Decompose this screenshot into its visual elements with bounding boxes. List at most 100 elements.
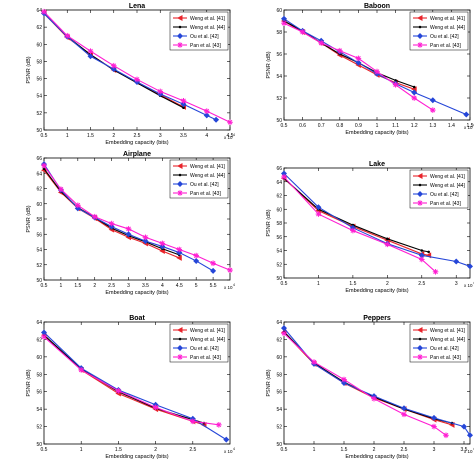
panel-peppers-x-tick-label: 3 — [433, 447, 436, 453]
panel-lena-legend-entry-ou-et-al-42-marker — [177, 33, 183, 39]
panel-airplane-series-pan-et-al-43-point-stroke — [227, 267, 233, 273]
panel-airplane-legend-entry-ou-et-al-42-label: Ou et al. [42] — [190, 182, 219, 188]
panel-lake-legend-entry-weng-et-al-44-marker — [418, 183, 422, 187]
panel-airplane-x-tick-label: 4.5 — [176, 283, 183, 289]
panel-boat-y-tick-label: 54 — [36, 407, 42, 413]
panel-lena-series-pan-et-al-43-point-stroke — [134, 77, 140, 82]
panel-boat-legend-entry-pan-et-al-43-label: Pan et al. [43] — [190, 355, 221, 361]
panel-lake-y-tick-label: 58 — [276, 221, 282, 227]
panel-airplane-x-tick-label: 3.5 — [142, 283, 149, 289]
panel-lake-legend-entry-weng-et-al-41-label: Weng et al. [41] — [430, 174, 466, 180]
panel-lena-x-tick-label: 2 — [112, 133, 115, 139]
panel-lena-y-tick-label: 56 — [36, 77, 42, 83]
panel-lake-y-tick-label: 66 — [276, 166, 282, 172]
panel-peppers-legend-entry-pan-et-al-43-label: Pan et al. [43] — [430, 355, 461, 361]
panel-airplane-series-pan-et-al-43-point — [193, 252, 199, 259]
panel-baboon-x-tick-label: 1.4 — [448, 123, 455, 129]
panel-airplane-series-pan-et-al-43-point — [91, 213, 98, 220]
panel-lena-y-tick-label: 58 — [36, 59, 42, 65]
panel-baboon-series-pan-et-al-43 — [281, 20, 436, 113]
panel-lena-series-pan-et-al-43-point-stroke — [111, 63, 117, 69]
panel-lena-x-tick-label: 4 — [205, 133, 208, 139]
panel-lake-series-ou-et-al-42-point — [453, 258, 460, 265]
panel-lake-y-tick-label: 56 — [276, 235, 282, 241]
panel-peppers-legend-entry-weng-et-al-44-marker — [418, 337, 422, 341]
panel-airplane-y-tick-label: 54 — [36, 248, 42, 254]
panel-boat-y-tick-label: 64 — [36, 320, 42, 326]
panel-airplane-series-pan-et-al-43-point — [210, 260, 216, 267]
panel-boat-legend-entry-ou-et-al-42-label: Ou et al. [42] — [190, 346, 219, 352]
panel-airplane-y-tick-label: 62 — [36, 187, 42, 193]
panel-lena-legend-entry-weng-et-al-44-marker — [178, 25, 182, 29]
panel-lena-series-pan-et-al-43-point — [87, 48, 94, 54]
panel-baboon-x-tick-label: 0.9 — [355, 123, 362, 129]
panel-airplane-series-pan-et-al-43-point — [125, 226, 132, 232]
panel-peppers-series-pan-et-al-43-point-stroke — [443, 432, 449, 438]
panel-lena-title: Lena — [129, 3, 145, 10]
panel-airplane-series-ou-et-al-42-point — [125, 231, 132, 238]
panel-lena-legend: Weng et al. [41] Weng et al. [44] Ou et al… — [169, 11, 229, 51]
panel-lena-y-tick-label: 50 — [36, 128, 42, 134]
panel-lena-x-tick-label: 0.5 — [41, 133, 48, 139]
panel-airplane-series-pan-et-al-43-point-stroke — [41, 163, 47, 168]
panel-peppers-y-axis-label: PSNR (dB) — [266, 369, 272, 396]
panel-baboon-legend: Weng et al. [41] Weng et al. [44] Ou et al… — [409, 11, 469, 51]
panel-baboon-series-pan-et-al-43-point — [299, 29, 306, 35]
panel-lena-series-pan-et-al-43-point — [157, 88, 164, 95]
panel-airplane-title: Airplane — [123, 151, 151, 158]
panel-lake-series-pan-et-al-43-point-stroke — [281, 174, 287, 180]
panel-lena-x-tick-label: 1.5 — [87, 133, 94, 139]
panel-baboon-x-tick-label: 1.3 — [429, 123, 436, 129]
panel-baboon-legend-entry-pan-et-al-43-marker-stroke — [417, 42, 423, 48]
panel-peppers-series-ou-et-al-42-point — [281, 325, 287, 332]
panel-lake-series-pan-et-al-43-point — [315, 211, 322, 217]
panel-lena-series-ou-et-al-42-point — [87, 53, 94, 60]
panel-baboon-y-tick-label: 54 — [276, 74, 282, 80]
panel-airplane-x-tick-label: 3 — [127, 283, 130, 289]
panel-baboon-y-tick-label: 60 — [276, 8, 282, 14]
panel-airplane-x-tick-label: 4 — [161, 283, 164, 289]
panel-lake-x-tick-label: 2 — [386, 281, 389, 287]
panel-baboon-series-pan-et-al-43-point — [392, 82, 399, 88]
panel-lena-x-tick-label: 4.5 — [227, 133, 234, 139]
panel-lake-x-tick-label: 1.5 — [349, 281, 356, 287]
panel-lena-y-tick-label: 52 — [36, 111, 42, 117]
panel-baboon-legend-entry-ou-et-al-42-label: Ou et al. [42] — [430, 34, 459, 40]
panel-baboon-legend-entry-weng-et-al-44-marker — [418, 25, 422, 29]
panel-baboon-y-tick-label: 52 — [276, 96, 282, 102]
panel-peppers-legend-entry-weng-et-al-41-label: Weng et al. [41] — [430, 328, 466, 334]
panel-lake-legend: Weng et al. [41] Weng et al. [44] Ou et al… — [409, 169, 469, 209]
panel-lake-legend-entry-ou-et-al-42-label: Ou et al. [42] — [430, 192, 459, 198]
panel-peppers-y-tick-label: 56 — [276, 390, 282, 396]
panel-airplane-series-pan-et-al-43-line — [43, 165, 231, 271]
panel-baboon-series-ou-et-al-42-point — [281, 15, 287, 22]
panel-peppers-y-tick-label: 54 — [276, 407, 282, 413]
panel-peppers-legend-entry-ou-et-al-42-label: Ou et al. [42] — [430, 346, 459, 352]
panel-peppers-y-tick-label: 60 — [276, 355, 282, 361]
panel-peppers-series-pan-et-al-43-point — [371, 395, 377, 402]
panel-lake-series-weng-et-al-44-point — [420, 249, 424, 252]
panel-boat-legend-entry-weng-et-al-44-marker — [178, 337, 182, 341]
panel-lena-legend-entry-pan-et-al-43-marker — [177, 42, 183, 48]
panel-airplane-series-pan-et-al-43-point — [142, 234, 149, 241]
panel-lake-series-pan-et-al-43-point — [418, 256, 425, 263]
panel-peppers-series-pan-et-al-43-point — [401, 411, 407, 418]
panel-airplane-series-weng-et-al-44-point — [42, 167, 46, 170]
panel-boat-x-tick-label: 2.5 — [189, 447, 196, 453]
panel-peppers-x-tick-label: 1.5 — [341, 447, 348, 453]
panel-baboon-y-tick-label: 50 — [276, 118, 282, 124]
panel-boat-title: Boat — [129, 315, 145, 322]
panel-peppers-series-pan-et-al-43-point — [311, 359, 317, 365]
panel-lena-y-tick-label: 60 — [36, 42, 42, 48]
panel-lake-series-pan-et-al-43 — [281, 174, 439, 275]
panel-boat-series-pan-et-al-43-point-stroke — [190, 418, 196, 424]
panel-lena-x-axis-label: Embedding capacity (bits) — [105, 140, 168, 146]
panel-baboon-series-ou-et-al-42-point — [355, 59, 362, 66]
panel-airplane-x-tick-label: 5.5 — [210, 283, 217, 289]
panel-airplane-y-tick-label: 66 — [36, 156, 42, 162]
panel-baboon-series-ou-et-al-42-line — [283, 18, 467, 116]
panel-peppers-y-tick-label: 64 — [276, 320, 282, 326]
